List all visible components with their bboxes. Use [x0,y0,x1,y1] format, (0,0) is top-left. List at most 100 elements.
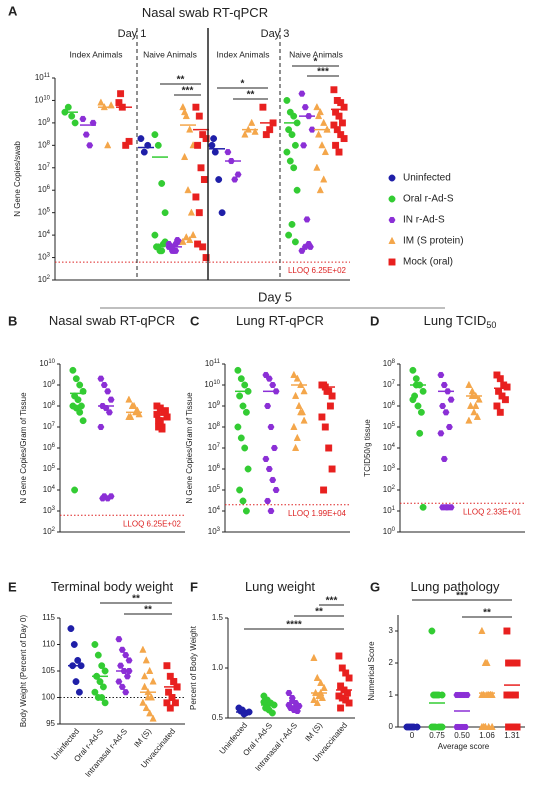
point [154,141,162,149]
point [72,678,80,686]
point [290,422,298,430]
y-tick-label: 3 [389,626,394,635]
point [301,104,309,111]
y-tick-exp: 9 [217,401,221,407]
y-tick-exp: 10 [48,359,55,365]
y-tick-base: 10 [43,401,52,410]
point [151,131,159,139]
panel-title: Lung weight [245,579,315,594]
point [439,402,447,410]
y-tick-label: 0 [389,722,394,731]
point [437,371,445,379]
point [283,96,291,104]
y-tick-base: 10 [208,443,217,452]
y-tick-label: 106 [43,443,56,453]
point [242,507,250,515]
y-tick-exp: 7 [392,380,396,386]
point [237,434,245,442]
point [291,391,300,399]
y-tick-label: 104 [208,506,221,516]
point [239,497,247,505]
point [298,90,306,97]
y-tick-label: 109 [208,401,221,411]
y-tick-exp: 3 [392,464,396,470]
point [241,381,249,389]
y-tick-label: 1011 [205,359,221,369]
point [300,387,308,395]
panel-title: Nasal swab RT-qPCR [49,313,175,328]
point [318,693,327,701]
point [104,388,112,395]
y-tick-exp: 5 [392,422,396,428]
y-tick-base: 10 [38,253,47,262]
point [125,395,133,403]
y-axis-label: N Gene Copies/swab [13,141,22,217]
point [218,209,226,217]
y-tick-label: 100 [383,527,396,537]
point [318,413,326,421]
point [239,402,247,410]
y-tick-exp: 4 [217,506,221,512]
point [182,111,190,120]
y-tick-base: 10 [383,380,392,389]
point [98,694,106,701]
point [267,423,275,431]
point [310,695,318,703]
point [211,148,219,156]
y-axis-label: Numerical Score [367,641,376,701]
y-tick-base: 10 [383,401,392,410]
point [125,657,133,664]
point [332,141,340,149]
point [100,381,108,389]
point [68,112,76,120]
point [180,152,189,161]
y-tick-label: 1 [389,690,394,699]
y-tick-base: 10 [383,443,392,452]
group-header: Naive Animals [143,49,197,59]
point [149,714,157,722]
legend-marker [388,236,396,244]
y-tick-exp: 0 [392,527,396,533]
point [146,709,154,717]
point [173,237,181,244]
y-tick-base: 10 [383,527,392,536]
point [184,185,192,194]
point [234,366,242,374]
point [316,185,324,194]
y-tick-base: 10 [43,485,52,494]
point [67,625,75,633]
y-tick-base: 10 [38,185,47,194]
point [478,690,486,698]
point [195,112,203,120]
point [186,125,194,133]
point [156,417,164,425]
legend-label: IM (S protein) [403,236,464,247]
point [107,493,115,500]
significance-stars: *** [317,67,329,78]
point [440,381,448,389]
point [195,209,203,217]
point [297,408,305,416]
panel-letter: E [8,579,17,594]
point [139,645,147,653]
point [330,86,338,94]
point [285,126,293,134]
point [328,465,336,473]
point [125,137,133,145]
point [293,186,301,194]
y-tick-exp: 7 [52,422,56,428]
y-tick-label: 1011 [35,73,51,83]
lloq-label: LLOQ 6.25E+02 [123,519,182,528]
point [74,656,82,664]
point [270,444,278,452]
panel-title: Nasal swab RT-qPCR [142,5,268,20]
x-tick-label: 1.06 [479,731,495,740]
title-text: Nasal swab RT-qPCR [49,313,175,328]
title-subscript: 50 [486,320,496,330]
point [139,698,147,706]
y-tick-base: 10 [383,464,392,473]
significance-stars: *** [456,591,468,602]
y-tick-label: 101 [383,506,396,516]
point [158,247,166,255]
point [94,651,102,659]
